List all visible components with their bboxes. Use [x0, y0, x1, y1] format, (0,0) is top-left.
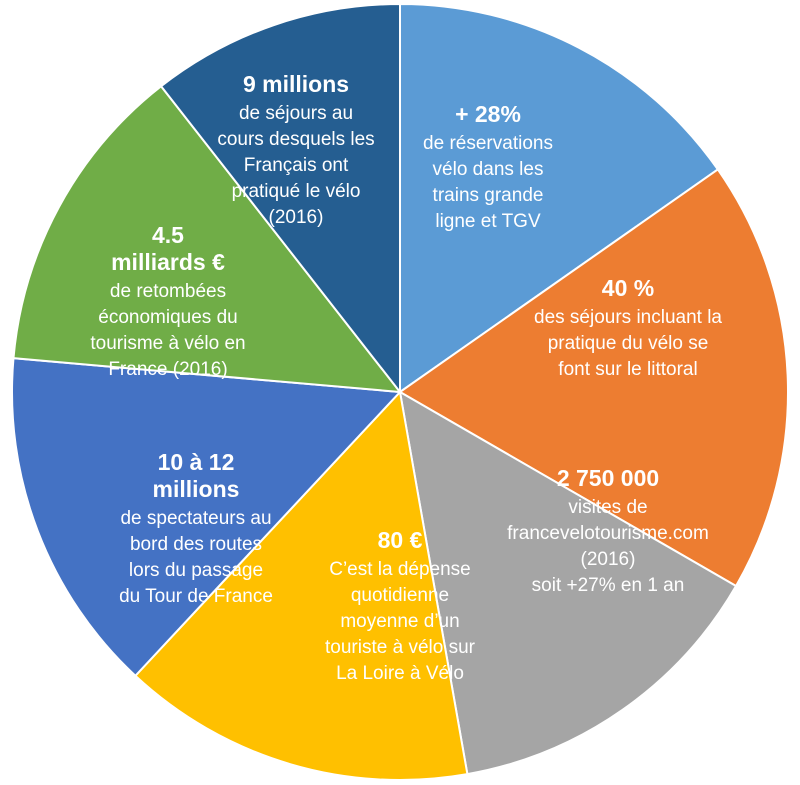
slice-text-line-train: vélo dans les — [433, 159, 544, 180]
slice-text-line-visites: visites de — [568, 497, 647, 518]
slice-text-line-retombees: tourisme à vélo en — [90, 333, 245, 354]
slice-text-line-spectateurs: de spectateurs au — [120, 508, 271, 529]
slice-label-depense: 80 € C’est la dépense quotidienne moyenne d… — [325, 527, 476, 684]
slice-text-line-depense: La Loire à Vélo — [336, 663, 464, 684]
slice-label-train: + 28% de réservations vélo dans les trains … — [423, 101, 553, 232]
pie-slice-depense — [133, 389, 469, 781]
slice-text-line-depense: moyenne d’un — [340, 611, 459, 632]
slice-text-line-retombees: France (2016) — [108, 359, 227, 380]
slice-text-line-retombees: de retombées — [110, 281, 226, 302]
slice-text-line-visites: (2016) — [581, 549, 636, 570]
slice-text-line-depense: C’est la dépense — [329, 559, 471, 580]
slice-text-line-sejours: Français ont — [244, 155, 349, 176]
slice-label-littoral: 40 % des séjours incluant la pratique du v… — [534, 275, 722, 380]
pie-slice-retombees — [12, 84, 403, 394]
slice-headline-sejours: 9 millions — [243, 71, 349, 97]
slice-text-line-retombees: économiques du — [98, 307, 237, 328]
pie-slice-spectateurs — [11, 357, 403, 678]
slice-text-line-sejours: de séjours au — [239, 103, 353, 124]
slice-text-line-sejours: (2016) — [269, 207, 324, 228]
slice-text-line-spectateurs: lors du passage — [129, 560, 263, 581]
pie-slice-sejours — [159, 2, 401, 395]
slice-headline-train: + 28% — [455, 101, 521, 127]
slice-text-line-spectateurs: du Tour de France — [119, 586, 273, 607]
slice-text-line-depense: touriste à vélo sur — [325, 637, 476, 658]
slice-text-line-train: ligne et TGV — [435, 211, 541, 232]
slice-text-line-depense: quotidienne — [351, 585, 449, 606]
slice-text-line-visites: soit +27% en 1 an — [532, 575, 685, 596]
slice-text-line-visites: francevelotourisme.com — [507, 523, 709, 544]
slice-label-sejours: 9 millions de séjours au cours desquels le… — [217, 71, 374, 228]
slice-headline-visites: 2 750 000 — [557, 465, 659, 491]
slice-label-visites: 2 750 000 visites de francevelotourisme.co… — [507, 465, 709, 596]
pie-slice-train — [399, 2, 720, 394]
slice-text-line-train: de réservations — [423, 133, 553, 154]
slice-text-line-littoral: font sur le littoral — [558, 359, 697, 380]
slice-headline-spectateurs: 10 à 12 — [158, 449, 235, 475]
slice-headline-depense: 80 € — [378, 527, 423, 553]
slice-text-line-sejours: pratiqué le vélo — [232, 181, 361, 202]
pie-slice-littoral — [398, 168, 789, 588]
slice-headline-retombees: milliards € — [111, 249, 225, 275]
slice-text-line-littoral: pratique du vélo se — [548, 333, 709, 354]
slice-headline-retombees: 4.5 — [152, 222, 184, 248]
pie-slice-visites — [398, 390, 738, 776]
slice-headline-spectateurs: millions — [153, 476, 240, 502]
slice-headline-littoral: 40 % — [602, 275, 654, 301]
slice-text-line-train: trains grande — [433, 185, 544, 206]
slice-text-line-spectateurs: bord des routes — [130, 534, 262, 555]
slice-text-line-littoral: des séjours incluant la — [534, 307, 722, 328]
slice-text-line-sejours: cours desquels les — [217, 129, 374, 150]
